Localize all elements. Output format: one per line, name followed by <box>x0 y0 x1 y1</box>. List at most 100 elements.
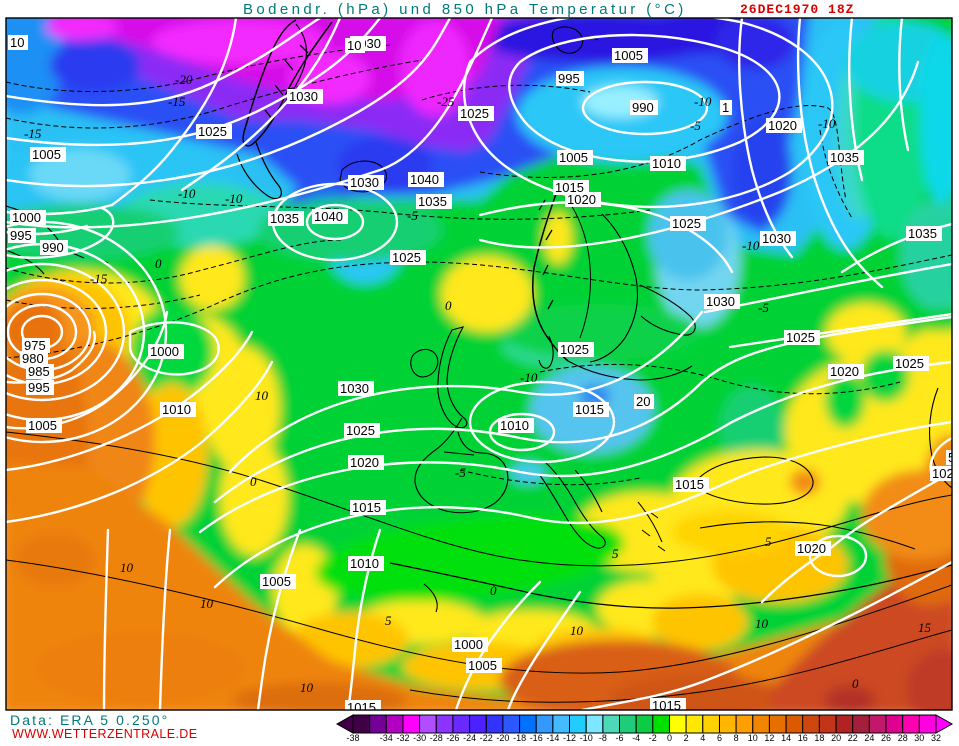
svg-text:20: 20 <box>831 733 841 741</box>
svg-text:-16: -16 <box>530 733 543 741</box>
svg-text:10: 10 <box>347 38 361 53</box>
svg-text:1005: 1005 <box>559 150 588 165</box>
svg-text:10: 10 <box>300 680 314 695</box>
svg-text:-10: -10 <box>694 94 712 109</box>
svg-text:30: 30 <box>914 733 924 741</box>
svg-text:10: 10 <box>200 596 214 611</box>
svg-text:1020: 1020 <box>830 364 859 379</box>
svg-text:1015: 1015 <box>347 700 376 715</box>
svg-text:-28: -28 <box>430 733 443 741</box>
svg-text:-5: -5 <box>407 208 418 223</box>
svg-text:16: 16 <box>798 733 808 741</box>
svg-text:1015: 1015 <box>675 477 704 492</box>
svg-text:Bodendr. (hPa) und 850 hPa Tem: Bodendr. (hPa) und 850 hPa Temperatur (°… <box>243 1 687 18</box>
svg-text:10: 10 <box>10 35 24 50</box>
svg-text:0: 0 <box>155 256 162 271</box>
svg-text:-20: -20 <box>496 733 509 741</box>
svg-text:-5: -5 <box>758 300 769 315</box>
svg-text:8: 8 <box>734 733 739 741</box>
svg-text:5: 5 <box>765 534 772 549</box>
svg-text:0: 0 <box>490 583 497 598</box>
svg-text:-10: -10 <box>580 733 593 741</box>
svg-text:1030: 1030 <box>289 89 318 104</box>
svg-text:1025: 1025 <box>346 423 375 438</box>
svg-text:5: 5 <box>612 546 619 561</box>
svg-text:0: 0 <box>852 676 859 691</box>
svg-text:15: 15 <box>918 620 932 635</box>
svg-text:10: 10 <box>755 616 769 631</box>
svg-text:-10: -10 <box>178 186 196 201</box>
svg-text:10: 10 <box>748 733 758 741</box>
svg-text:-6: -6 <box>615 733 623 741</box>
svg-text:1005: 1005 <box>614 48 643 63</box>
svg-text:18: 18 <box>814 733 824 741</box>
svg-text:6: 6 <box>717 733 722 741</box>
svg-text:1025: 1025 <box>895 356 924 371</box>
svg-text:1015: 1015 <box>352 500 381 515</box>
svg-text:5: 5 <box>385 613 392 628</box>
svg-text:1035: 1035 <box>270 211 299 226</box>
svg-text:5: 5 <box>948 450 955 465</box>
svg-text:10: 10 <box>570 623 584 638</box>
svg-text:1005: 1005 <box>32 147 61 162</box>
svg-text:1025: 1025 <box>560 342 589 357</box>
svg-text:-26: -26 <box>446 733 459 741</box>
svg-text:1025: 1025 <box>198 124 227 139</box>
svg-text:1010: 1010 <box>162 402 191 417</box>
svg-text:12: 12 <box>764 733 774 741</box>
svg-text:1030: 1030 <box>350 175 379 190</box>
svg-text:995: 995 <box>558 71 580 86</box>
svg-text:990: 990 <box>42 240 64 255</box>
svg-text:1010: 1010 <box>652 156 681 171</box>
svg-text:1: 1 <box>722 100 729 115</box>
svg-text:980: 980 <box>22 351 44 366</box>
svg-text:1040: 1040 <box>314 209 343 224</box>
svg-text:26: 26 <box>881 733 891 741</box>
svg-text:995: 995 <box>10 228 32 243</box>
svg-text:-38: -38 <box>346 733 359 741</box>
svg-text:-8: -8 <box>599 733 607 741</box>
svg-text:1010: 1010 <box>500 418 529 433</box>
svg-text:990: 990 <box>632 100 654 115</box>
svg-text:975: 975 <box>24 338 46 353</box>
svg-text:102: 102 <box>932 466 954 481</box>
svg-text:20: 20 <box>636 394 650 409</box>
svg-text:-32: -32 <box>396 733 409 741</box>
svg-text:-2: -2 <box>649 733 657 741</box>
svg-text:0: 0 <box>445 298 452 313</box>
svg-text:-5: -5 <box>690 118 701 133</box>
svg-text:-14: -14 <box>546 733 559 741</box>
svg-text:-25: -25 <box>437 94 455 109</box>
svg-text:-22: -22 <box>480 733 493 741</box>
svg-text:1005: 1005 <box>468 658 497 673</box>
svg-text:1025: 1025 <box>460 106 489 121</box>
svg-text:1005: 1005 <box>28 418 57 433</box>
svg-text:1020: 1020 <box>350 455 379 470</box>
svg-text:-30: -30 <box>413 733 426 741</box>
svg-text:1020: 1020 <box>567 192 596 207</box>
svg-text:-15: -15 <box>168 94 186 109</box>
svg-text:10: 10 <box>255 388 269 403</box>
svg-text:-10: -10 <box>225 191 243 206</box>
svg-text:1000: 1000 <box>12 210 41 225</box>
svg-text:28: 28 <box>898 733 908 741</box>
svg-text:1030: 1030 <box>762 231 791 246</box>
svg-text:1035: 1035 <box>908 226 937 241</box>
svg-text:1015: 1015 <box>652 698 681 713</box>
svg-text:1020: 1020 <box>797 541 826 556</box>
svg-text:1040: 1040 <box>410 172 439 187</box>
svg-text:-10: -10 <box>520 370 538 385</box>
svg-text:-4: -4 <box>632 733 640 741</box>
svg-text:1015: 1015 <box>575 402 604 417</box>
svg-text:-24: -24 <box>463 733 476 741</box>
svg-text:1015: 1015 <box>555 180 584 195</box>
svg-text:22: 22 <box>848 733 858 741</box>
svg-text:1005: 1005 <box>262 574 291 589</box>
svg-text:-12: -12 <box>563 733 576 741</box>
svg-text:4: 4 <box>700 733 705 741</box>
svg-text:-15: -15 <box>90 271 108 286</box>
svg-text:1000: 1000 <box>454 637 483 652</box>
svg-text:10: 10 <box>120 560 134 575</box>
svg-text:0: 0 <box>667 733 672 741</box>
svg-text:995: 995 <box>28 380 50 395</box>
